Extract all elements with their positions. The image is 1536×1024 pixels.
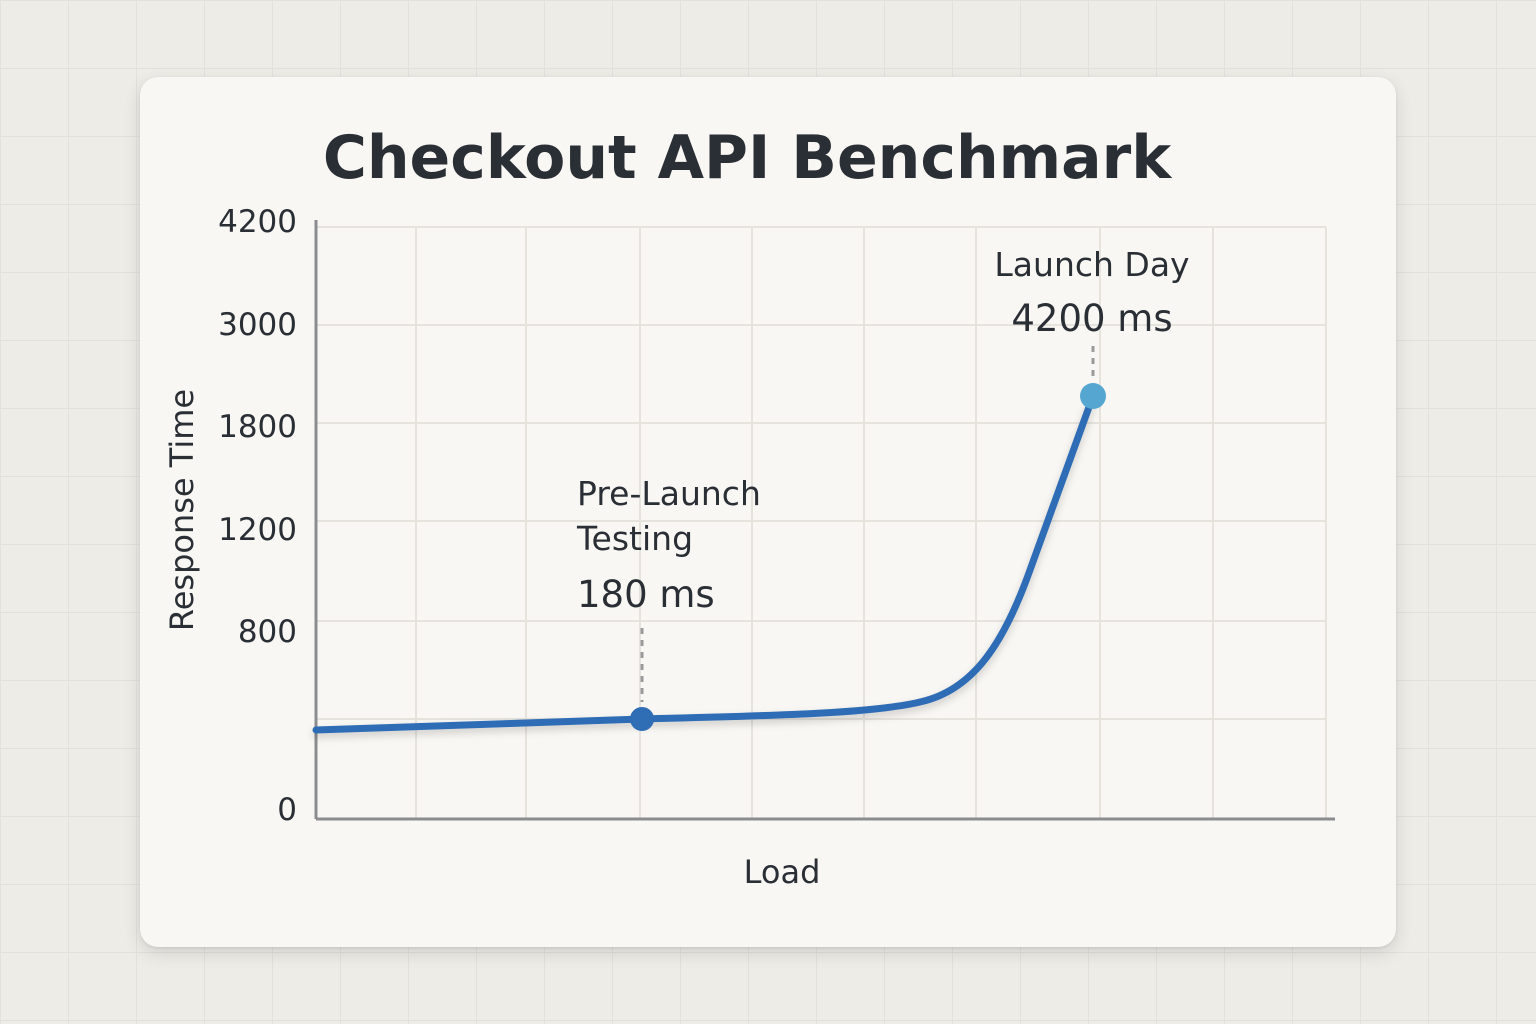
y-tick-label-800: 800 (238, 614, 297, 650)
plot-grid (316, 226, 1327, 819)
chart-title: Checkout API Benchmark (323, 123, 1173, 193)
pre-launch-label-line-1: Pre-Launch (577, 474, 761, 513)
data-point-pre-launch (630, 707, 654, 731)
y-tick-labels: 4200 3000 1800 1200 800 0 (218, 204, 297, 828)
launch-day-label: Launch Day (994, 245, 1189, 284)
pre-launch-value-label: 180 ms (577, 573, 715, 616)
series-line-response-time (312, 392, 1097, 734)
y-tick-label-0: 0 (277, 792, 297, 828)
pre-launch-label-line-2: Testing (576, 519, 693, 558)
y-tick-label-4200: 4200 (218, 204, 297, 240)
data-point-launch-day (1080, 383, 1106, 409)
chart-card (140, 77, 1396, 947)
x-axis-label: Load (744, 853, 821, 891)
launch-day-value-label: 4200 ms (1011, 297, 1172, 340)
y-tick-label-3000: 3000 (218, 307, 297, 343)
y-axis-label: Response Time (163, 389, 201, 631)
y-tick-label-1800: 1800 (218, 409, 297, 445)
y-tick-label-1200: 1200 (218, 512, 297, 548)
